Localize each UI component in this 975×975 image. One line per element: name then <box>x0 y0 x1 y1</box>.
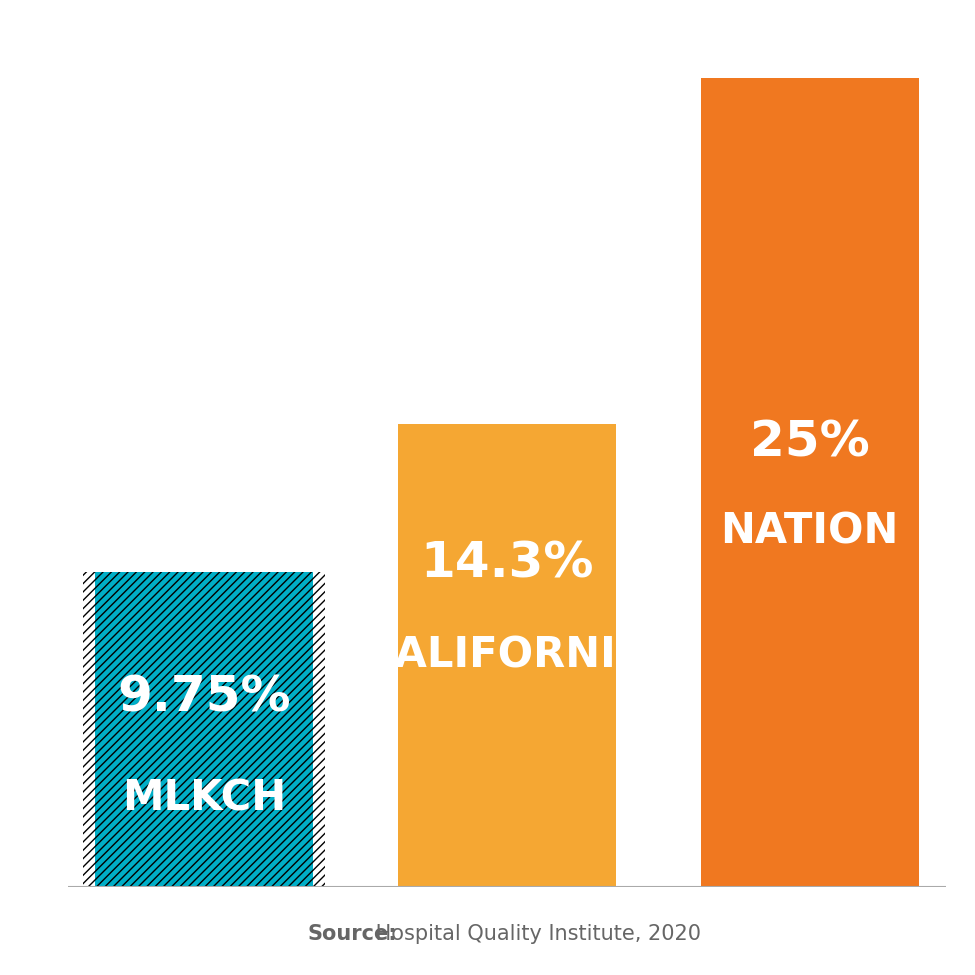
Text: MLKCH: MLKCH <box>122 778 287 820</box>
Text: 9.75%: 9.75% <box>118 674 292 722</box>
Text: NATION: NATION <box>721 510 899 552</box>
Bar <box>96 571 313 887</box>
Bar <box>84 571 326 887</box>
Text: Hospital Quality Institute, 2020: Hospital Quality Institute, 2020 <box>369 924 701 944</box>
Text: Source:: Source: <box>307 924 397 944</box>
Bar <box>701 78 918 887</box>
Text: CALIFORNIA: CALIFORNIA <box>365 635 649 677</box>
Bar <box>398 424 616 887</box>
Text: 25%: 25% <box>750 418 870 466</box>
Text: 14.3%: 14.3% <box>420 539 594 587</box>
